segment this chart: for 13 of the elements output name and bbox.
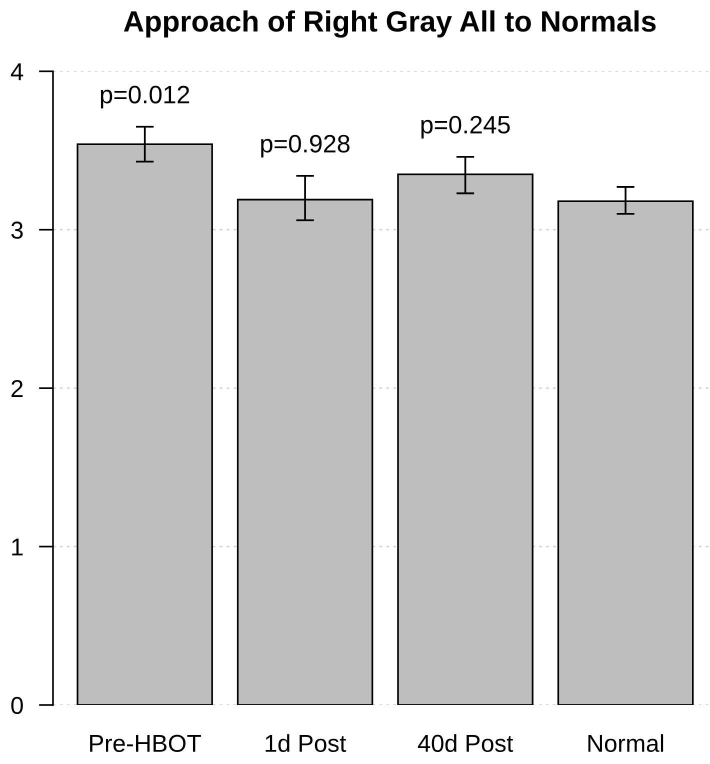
annotation: p=0.012 — [100, 86, 190, 108]
chart-title: Approach of Right Gray All to Normals — [124, 10, 656, 38]
x-tick-label: 40d Post — [418, 734, 514, 752]
annotation: p=0.928 — [261, 134, 350, 158]
y-tick-label: 1 — [12, 538, 23, 556]
annotation: p=0.245 — [421, 116, 510, 138]
x-tick-label: Normal — [588, 734, 664, 752]
y-tick-label: 3 — [11, 222, 23, 239]
x-tick-label: 1d Post — [266, 734, 346, 752]
x-tick-label: Pre-HBOT — [90, 734, 201, 752]
y-tick-label: 0 — [11, 696, 23, 714]
y-tick-label: 4 — [10, 63, 24, 80]
y-tick-label: 2 — [12, 380, 23, 397]
